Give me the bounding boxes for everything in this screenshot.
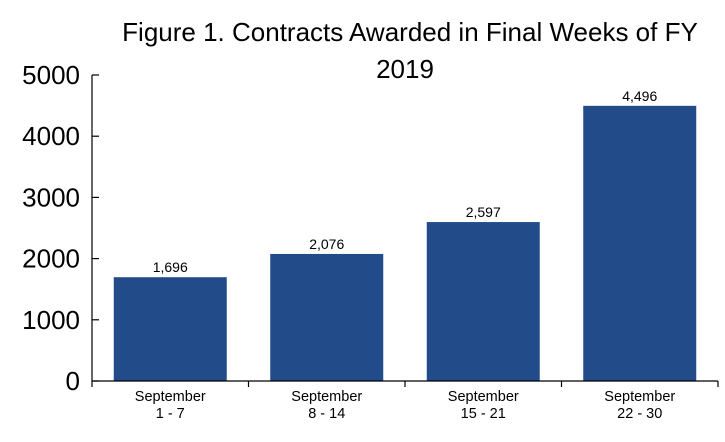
chart-title-line-2: 2019 — [376, 54, 434, 84]
y-tick-label: 2000 — [22, 244, 80, 274]
y-tick-label: 1000 — [22, 305, 80, 335]
axes-layer — [91, 74, 719, 387]
bar — [583, 105, 697, 382]
y-tick-label: 4000 — [22, 121, 80, 151]
x-tick-label: 1 - 7 — [156, 406, 185, 422]
bar — [270, 253, 384, 381]
x-tick-label: 22 - 30 — [617, 406, 662, 422]
x-tick-label: September — [135, 389, 206, 405]
bars-layer — [113, 105, 697, 382]
data-label: 2,076 — [309, 236, 344, 252]
x-tick-label: 15 - 21 — [461, 406, 506, 422]
x-tick-label: September — [604, 389, 675, 405]
y-tick-label: 5000 — [22, 60, 80, 90]
y-tick-label: 0 — [66, 366, 80, 396]
x-tick-label: September — [448, 389, 519, 405]
bar — [426, 222, 540, 381]
x-tick-label: September — [291, 389, 362, 405]
chart-title-line-1: Figure 1. Contracts Awarded in Final Wee… — [122, 17, 698, 47]
x-tick-label: 8 - 14 — [308, 406, 345, 422]
y-tick-label: 3000 — [22, 182, 80, 212]
data-label: 2,597 — [466, 204, 501, 220]
bar — [113, 277, 227, 381]
data-label: 4,496 — [622, 88, 657, 104]
data-label: 1,696 — [153, 259, 188, 275]
